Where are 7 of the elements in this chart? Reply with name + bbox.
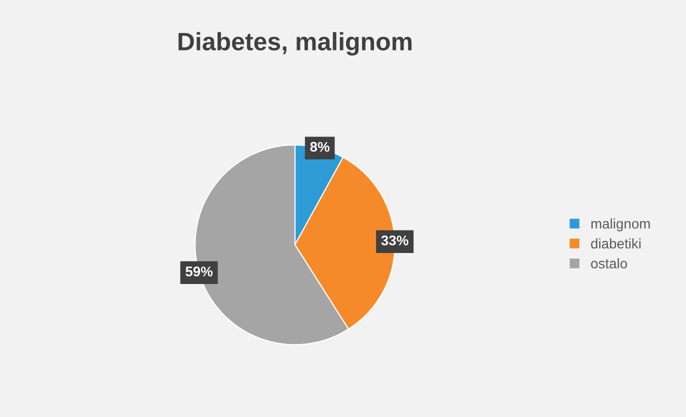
data-label: 59% (186, 266, 213, 276)
data-label: 8% (310, 142, 330, 152)
data-label: 33% (381, 236, 408, 246)
chart-title: Diabetes, malignom (178, 32, 412, 56)
legend-label: diabetiki (591, 238, 641, 249)
legend-label: malignom (591, 218, 650, 232)
legend-label: ostalo (591, 258, 627, 268)
